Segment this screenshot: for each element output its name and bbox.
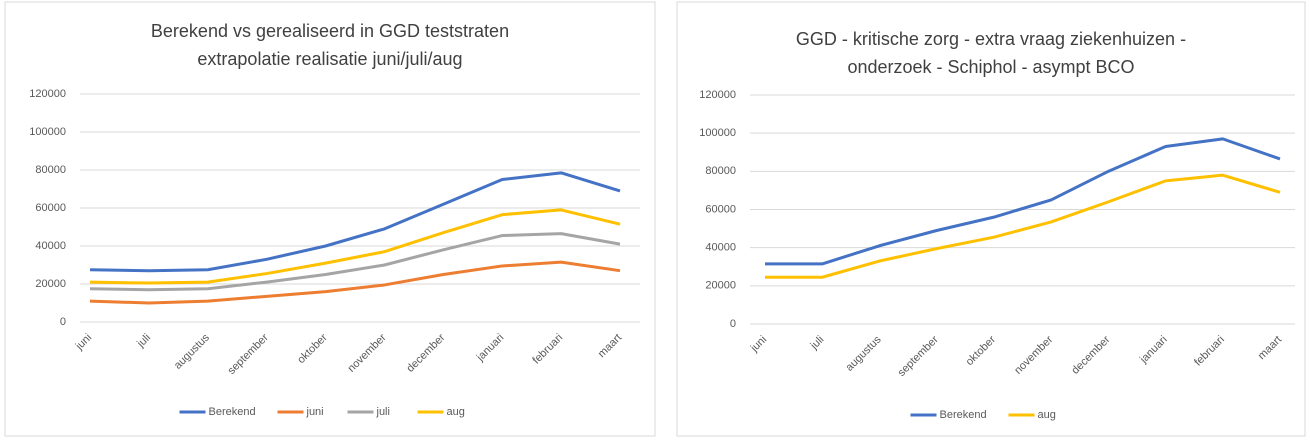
legend-label: juni xyxy=(306,406,324,418)
y-tick-label: 120000 xyxy=(29,88,66,100)
legend-label: Berekend xyxy=(209,406,256,418)
y-tick-label: 80000 xyxy=(35,164,66,176)
chart-title: extrapolatie realisatie juni/juli/aug xyxy=(197,49,462,69)
data-line xyxy=(89,171,621,273)
y-tick-label: 0 xyxy=(730,318,736,330)
y-tick-label: 60000 xyxy=(35,202,66,214)
panel xyxy=(4,1,656,437)
data-line xyxy=(89,208,621,285)
legend-label: Berekend xyxy=(940,409,987,421)
y-tick-label: 20000 xyxy=(35,278,66,290)
y-tick-label: 80000 xyxy=(705,165,736,177)
legend-label: aug xyxy=(1038,409,1056,421)
y-tick-label: 40000 xyxy=(35,240,66,252)
data-line xyxy=(89,232,621,292)
y-tick-label: 100000 xyxy=(29,126,66,138)
y-tick-label: 60000 xyxy=(705,203,736,215)
y-tick-label: 120000 xyxy=(699,89,736,101)
y-tick-label: 20000 xyxy=(705,280,736,292)
y-tick-label: 100000 xyxy=(699,127,736,139)
chart-title: GGD - kritische zorg - extra vraag zieke… xyxy=(796,29,1186,49)
chart-title: Berekend vs gerealiseerd in GGD teststra… xyxy=(151,21,509,41)
data-line xyxy=(765,173,1281,279)
legend-label: juli xyxy=(376,406,390,418)
data-line xyxy=(89,260,621,305)
y-tick-label: 0 xyxy=(60,316,66,328)
chart-title: onderzoek - Schiphol - asympt BCO xyxy=(847,57,1134,77)
legend-label: aug xyxy=(447,406,465,418)
data-line xyxy=(765,137,1281,266)
y-tick-label: 40000 xyxy=(705,242,736,254)
